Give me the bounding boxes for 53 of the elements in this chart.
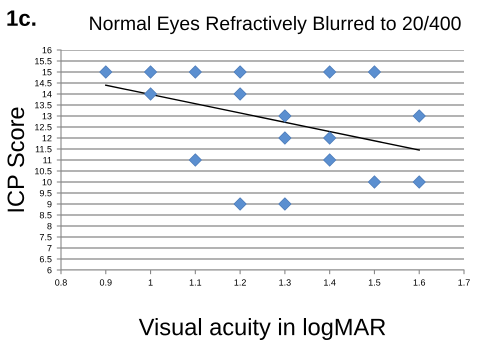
y-tick-label: 13 [42, 112, 52, 120]
point [368, 65, 382, 79]
x-tick-label: 1.1 [190, 279, 202, 286]
x-tick-label: 1.7 [458, 279, 470, 286]
y-tick-label: 14.5 [35, 80, 52, 86]
point [323, 131, 336, 145]
x-tick-label: 0.9 [100, 279, 112, 286]
x-tick-label: 1 [148, 279, 153, 286]
point [278, 197, 292, 211]
x-tick-label: 0.8 [55, 279, 67, 286]
point [323, 65, 336, 79]
y-tick-label: 12 [42, 134, 52, 142]
y-tick-label: 14 [42, 91, 52, 98]
y-tick-label: 7.5 [40, 234, 52, 240]
y-tick-label: 13.5 [35, 102, 52, 108]
x-tick-label: 1.4 [324, 279, 336, 286]
y-tick-label: 6.5 [40, 256, 52, 262]
point [99, 65, 112, 79]
point [188, 65, 202, 79]
y-tick-label: 15 [42, 69, 52, 76]
y-tick-label: 16 [42, 46, 52, 54]
point [234, 87, 247, 101]
point [144, 65, 158, 79]
y-tick-label: 8.5 [40, 212, 52, 218]
y-tick-label: 9.5 [40, 190, 52, 196]
y-tick-label: 8 [47, 222, 52, 230]
point [368, 175, 382, 189]
point [234, 65, 247, 79]
point [412, 109, 426, 123]
y-tick-label: 6 [47, 266, 52, 274]
point [412, 175, 426, 189]
x-tick-label: 1.2 [234, 279, 246, 286]
y-tick-label: 12.5 [35, 124, 52, 130]
chart-title: Normal Eyes Refractively Blurred to 20/400 [90, 16, 461, 34]
y-tick-label: 10.5 [35, 168, 52, 174]
point [323, 153, 336, 167]
y-tick-label: 9 [47, 200, 52, 208]
point [278, 109, 292, 123]
x-tick-label: 1.5 [368, 279, 380, 286]
x-tick-label: 1.3 [279, 279, 291, 286]
point [234, 197, 247, 211]
y-tick-label: 11.5 [36, 146, 52, 152]
y-axis-title: ICP Score [7, 107, 24, 212]
y-tick-label: 7 [47, 245, 52, 252]
point [278, 131, 292, 145]
y-tick-label: 10 [42, 178, 52, 186]
point [144, 87, 158, 101]
x-axis-title: Visual acuity in logMAR [138, 318, 386, 340]
y-tick-label: 15.5 [35, 58, 52, 64]
y-tick-label: 11 [43, 157, 52, 164]
x-tick-label: 1.6 [414, 279, 426, 286]
point [188, 153, 202, 167]
text: 1c. [7, 10, 36, 26]
